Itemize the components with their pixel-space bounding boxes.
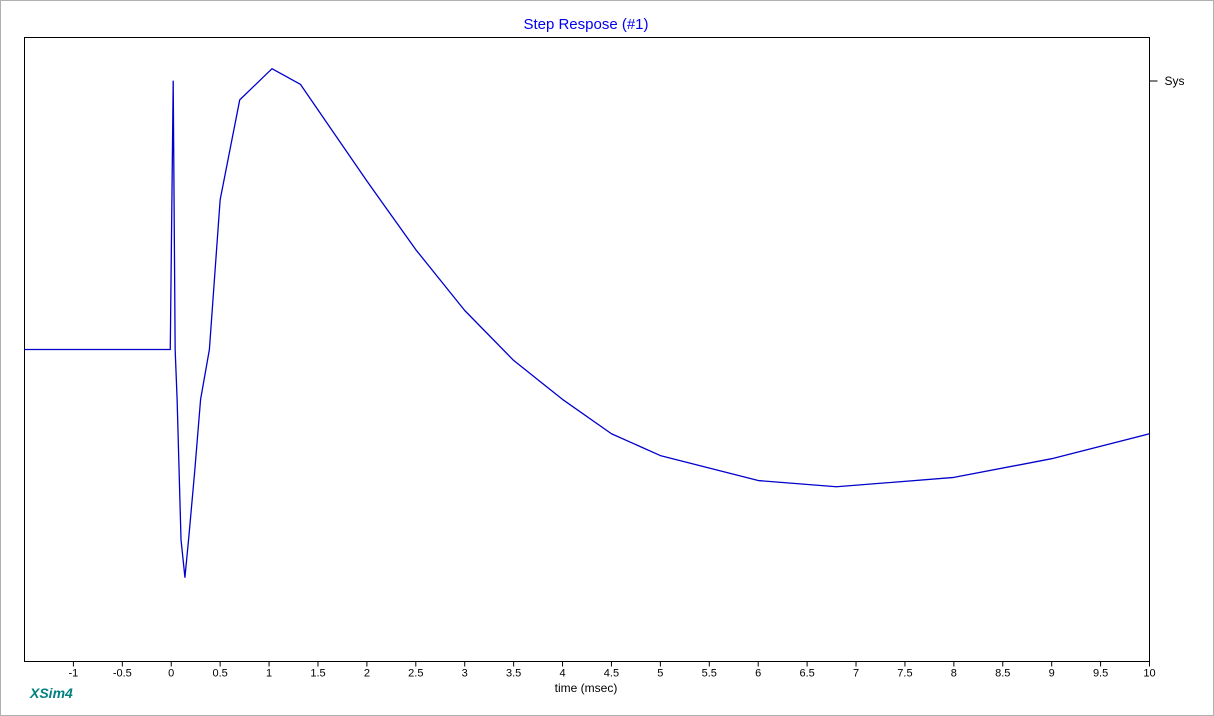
x-tick-label: 3.5 xyxy=(506,668,521,680)
x-tick-label: 10 xyxy=(1143,668,1155,680)
chart-title: Step Respose (#1) xyxy=(523,16,648,33)
x-tick-label: 8.5 xyxy=(995,668,1010,680)
x-tick-label: 9.5 xyxy=(1093,668,1108,680)
x-tick-label: 6.5 xyxy=(799,668,814,680)
x-tick-label: 1.5 xyxy=(310,668,325,680)
x-tick-label: 5.5 xyxy=(702,668,717,680)
x-tick-label: 0 xyxy=(168,668,174,680)
x-tick-label: 1 xyxy=(266,668,272,680)
series-line xyxy=(24,68,1150,578)
x-tick-label: 0.5 xyxy=(213,668,228,680)
x-tick-label: 4 xyxy=(559,668,565,680)
x-tick-label: 3 xyxy=(462,668,468,680)
x-tick-label: 2 xyxy=(364,668,370,680)
x-tick-label: 5 xyxy=(657,668,663,680)
x-tick-label: 9 xyxy=(1049,668,1055,680)
x-tick-label: 4.5 xyxy=(604,668,619,680)
x-tick-label: 6 xyxy=(755,668,761,680)
x-tick-label: 7 xyxy=(853,668,859,680)
x-tick-label: -0.5 xyxy=(113,668,132,680)
x-tick-label: -1 xyxy=(69,668,79,680)
x-axis-label: time (msec) xyxy=(555,681,618,695)
x-tick-label: 2.5 xyxy=(408,668,423,680)
x-tick-label: 8 xyxy=(951,668,957,680)
x-tick-label: 7.5 xyxy=(897,668,912,680)
watermark: XSim4 xyxy=(29,685,73,701)
legend-label: Sys xyxy=(1165,74,1185,88)
